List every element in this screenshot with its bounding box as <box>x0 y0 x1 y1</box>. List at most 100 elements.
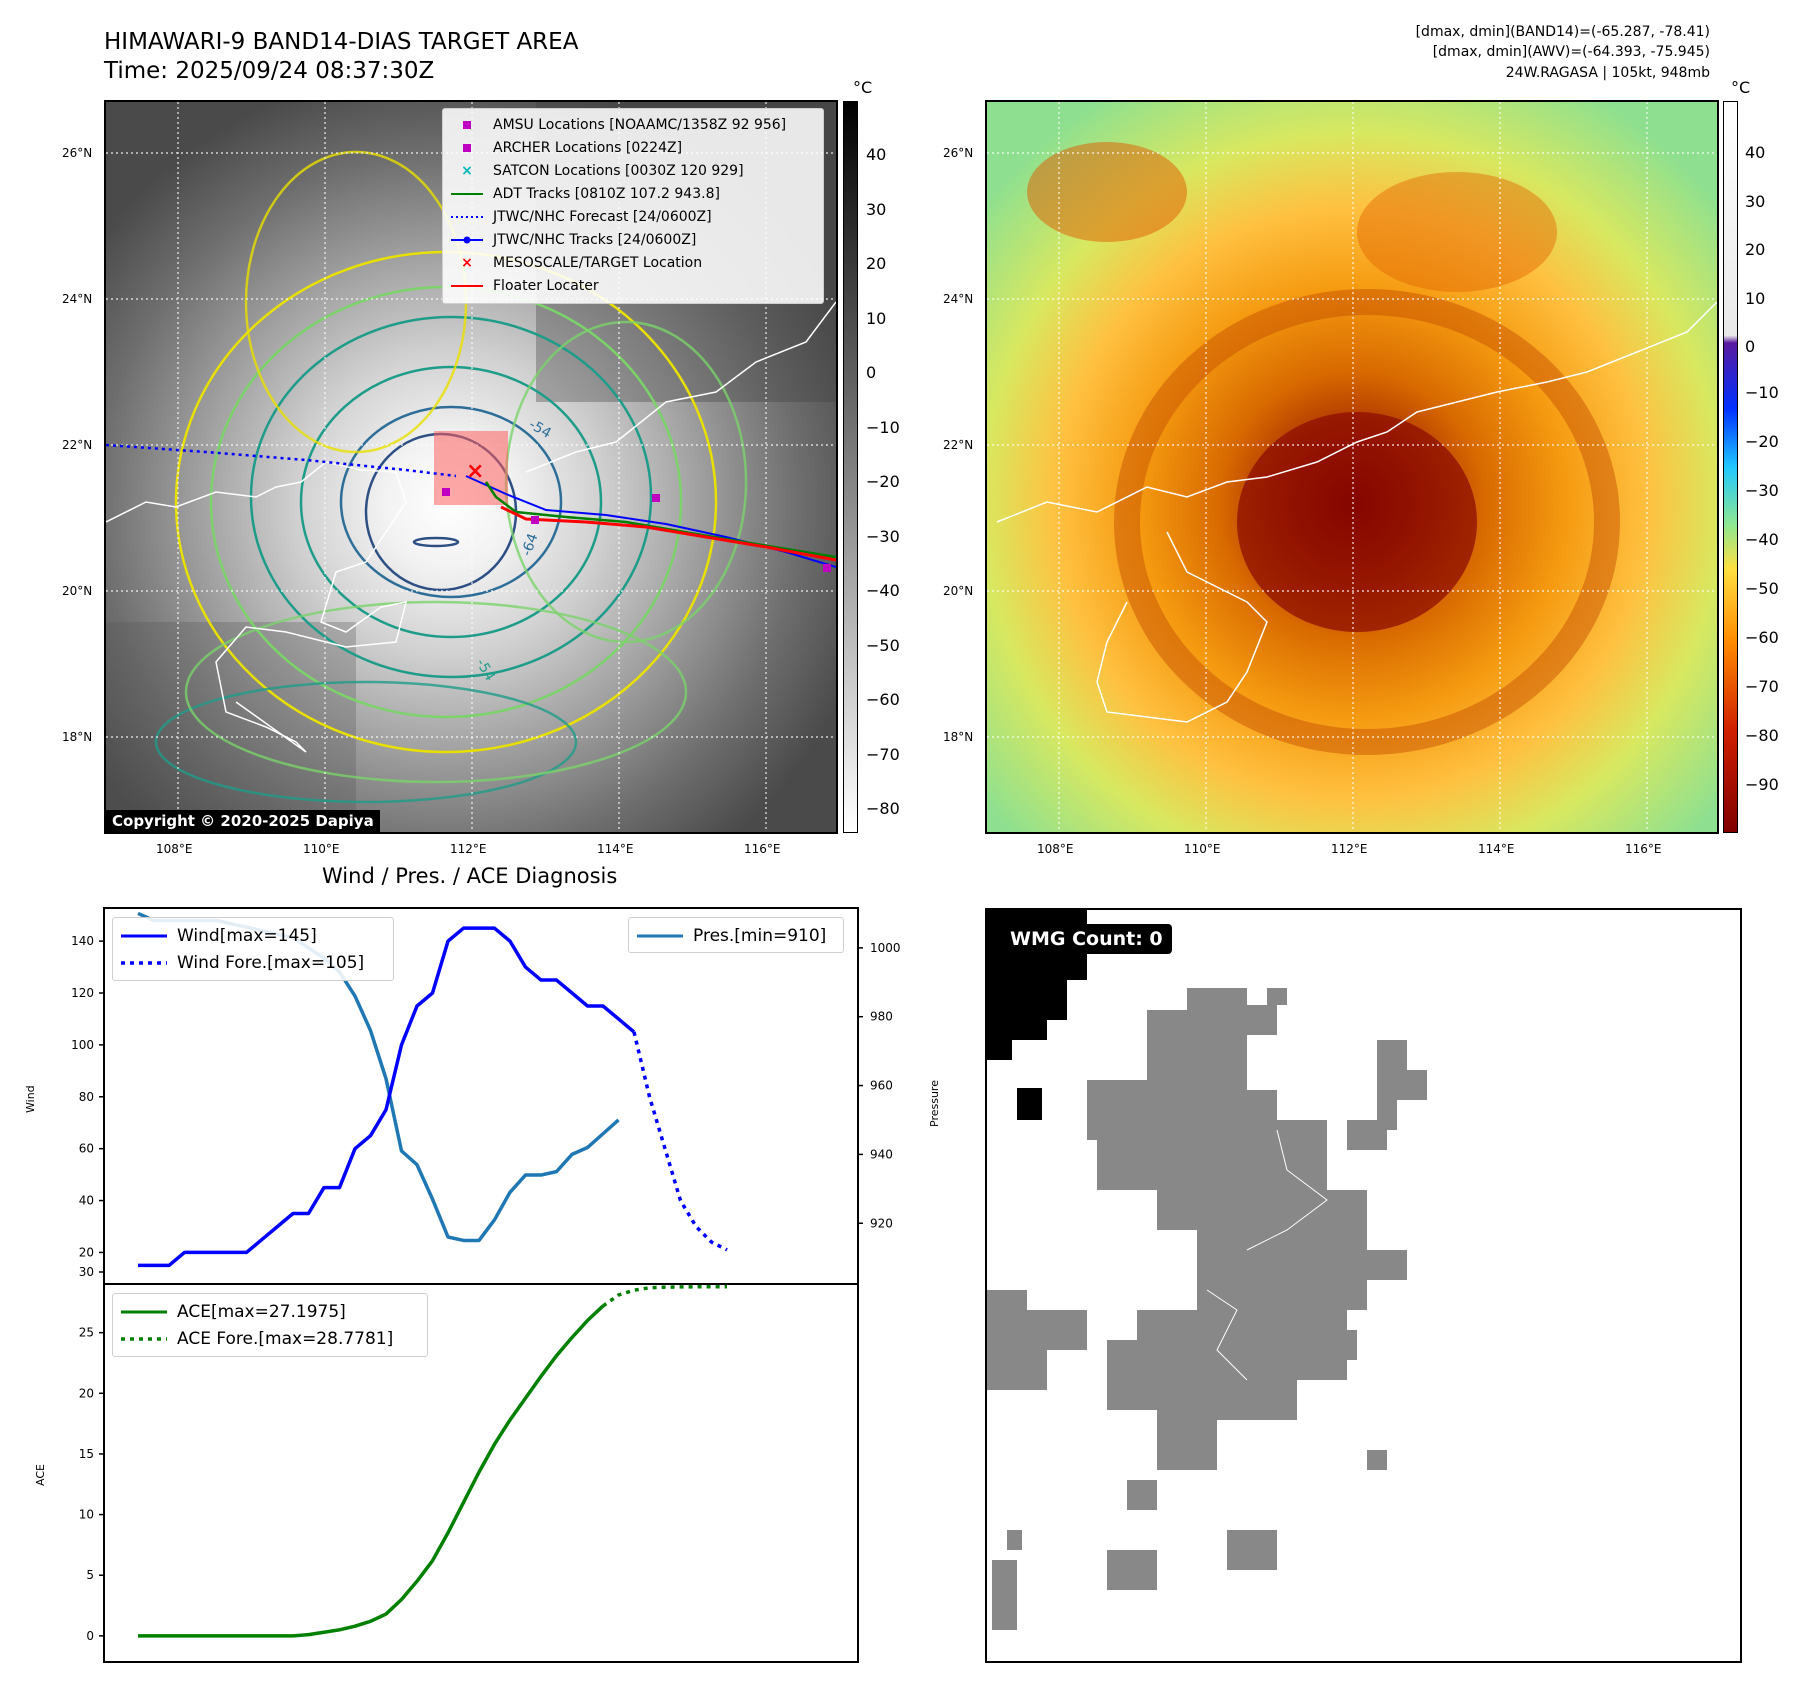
ir-colorbar-tick: 20 <box>866 254 887 273</box>
longitude-label: 112°E <box>1331 842 1368 856</box>
info-storm: 24W.RAGASA | 105kt, 948mb <box>1505 65 1710 81</box>
legend-label: Floater Locater <box>493 277 599 294</box>
wind-tick-label: 100 <box>71 1038 94 1052</box>
diagnosis-title: Wind / Pres. / ACE Diagnosis <box>322 864 618 888</box>
line-icon <box>637 934 683 937</box>
enh-colorbar-tick: −70 <box>1745 677 1779 696</box>
legend-label: AMSU Locations [NOAAMC/1358Z 92 956] <box>493 116 787 133</box>
ace-tick-label: 30 <box>79 1265 94 1279</box>
latitude-label: 24°N <box>943 292 974 306</box>
latitude-label: 18°N <box>943 730 974 744</box>
legend-item-archer: ARCHER Locations [0224Z] <box>451 136 815 159</box>
ir-colorbar-tick: −60 <box>866 690 900 709</box>
enh-colorbar-tick: −40 <box>1745 530 1779 549</box>
pressure-legend: Pres.[min=910] <box>628 917 844 953</box>
line-icon <box>121 1310 167 1313</box>
longitude-label: 116°E <box>1625 842 1662 856</box>
ace-axis-label: ACE <box>34 1464 47 1486</box>
legend-item-target: × MESOSCALE/TARGET Location <box>451 251 815 274</box>
ace-legend: ACE[max=27.1975] ACE Fore.[max=28.7781] <box>112 1293 428 1357</box>
wind-tick-label: 40 <box>79 1194 94 1208</box>
ace-forecast-series <box>601 1285 727 1308</box>
legend-label: ACE Fore.[max=28.7781] <box>177 1328 394 1349</box>
legend-label: Wind Fore.[max=105] <box>177 952 365 973</box>
wind-tick-label: 80 <box>79 1090 94 1104</box>
dotted-line-icon <box>451 215 483 218</box>
dotted-line-icon <box>121 960 167 965</box>
legend-label: JTWC/NHC Tracks [24/0600Z] <box>493 231 697 248</box>
latitude-label: 22°N <box>62 438 93 452</box>
legend-item-pressure: Pres.[min=910] <box>637 922 835 949</box>
ir-colorbar-tick: 0 <box>866 363 877 382</box>
x-marker-icon: × <box>461 254 473 271</box>
longitude-label: 116°E <box>744 842 781 856</box>
legend-label: SATCON Locations [0030Z 120 929] <box>493 162 744 179</box>
figure-time: Time: 2025/09/24 08:37:30Z <box>104 58 435 84</box>
latitude-label: 26°N <box>62 146 93 160</box>
longitude-label: 114°E <box>597 842 634 856</box>
legend-item-adt: ADT Tracks [0810Z 107.2 943.8] <box>451 182 815 205</box>
enh-colorbar-tick: 40 <box>1745 143 1766 162</box>
pressure-tick-label: 1000 <box>870 941 901 955</box>
wind-tick-label: 20 <box>79 1245 94 1259</box>
ace-tick-label: 0 <box>86 1629 94 1643</box>
legend-item-satcon: × SATCON Locations [0030Z 120 929] <box>451 159 815 182</box>
line-icon <box>121 934 167 937</box>
enh-colorbar-tick: −10 <box>1745 383 1779 402</box>
legend-item-jtwc: JTWC/NHC Tracks [24/0600Z] <box>451 228 815 251</box>
enh-colorbar-tick: −30 <box>1745 481 1779 500</box>
line-icon <box>451 284 483 287</box>
enh-map-image <box>987 102 1717 832</box>
legend-label: Wind[max=145] <box>177 925 317 946</box>
pressure-axis-label: Pressure <box>928 1080 941 1127</box>
latitude-label: 20°N <box>943 584 974 598</box>
pressure-tick-label: 920 <box>870 1216 893 1230</box>
ir-colorbar-tick: −70 <box>866 744 900 764</box>
wind-forecast-series <box>632 1031 728 1252</box>
legend-item-forecast: JTWC/NHC Forecast [24/0600Z] <box>451 205 815 228</box>
enh-colorbar-tick: −60 <box>1745 628 1779 647</box>
ace-tick-label: 25 <box>79 1326 94 1340</box>
wmg-count-badge: WMG Count: 0 <box>1001 924 1172 954</box>
square-marker-icon <box>463 120 471 129</box>
latitude-label: 24°N <box>62 292 93 306</box>
ace-tick-label: 15 <box>79 1447 94 1461</box>
wind-tick-label: 120 <box>71 986 94 1000</box>
enh-colorbar-tick: −20 <box>1745 432 1779 451</box>
line-icon <box>451 192 483 195</box>
contour-label: -64 <box>519 531 542 558</box>
copyright-badge: Copyright © 2020-2025 Dapiya <box>106 810 380 832</box>
legend-label: ACE[max=27.1975] <box>177 1301 346 1322</box>
legend-item-ace-forecast: ACE Fore.[max=28.7781] <box>121 1325 419 1352</box>
legend-item-wind-forecast: Wind Fore.[max=105] <box>121 949 385 976</box>
wind-axis-label: Wind <box>24 1085 37 1113</box>
info-awv: [dmax, dmin](AWV)=(-64.393, -75.945) <box>1432 44 1710 60</box>
longitude-label: 110°E <box>1184 842 1221 856</box>
wmg-panel: WMG Count: 0 <box>985 908 1742 1663</box>
longitude-label: 108°E <box>1037 842 1074 856</box>
legend-label: Pres.[min=910] <box>693 925 827 946</box>
legend-item-wind: Wind[max=145] <box>121 922 385 949</box>
legend-item-floater: Floater Locater <box>451 274 815 297</box>
figure-title: HIMAWARI-9 BAND14-DIAS TARGET AREA <box>104 29 579 55</box>
wind-legend: Wind[max=145] Wind Fore.[max=105] <box>112 917 394 981</box>
enh-colorbar <box>1723 101 1738 833</box>
ir-colorbar-tick: −10 <box>866 417 900 437</box>
legend-label: ADT Tracks [0810Z 107.2 943.8] <box>493 185 720 202</box>
ace-tick-label: 5 <box>86 1568 94 1582</box>
latitude-label: 20°N <box>62 584 93 598</box>
map-legend: AMSU Locations [NOAAMC/1358Z 92 956] ARC… <box>442 108 824 304</box>
longitude-label: 110°E <box>303 842 340 856</box>
forecast-track <box>106 443 457 478</box>
ir-colorbar-tick: −80 <box>866 799 900 818</box>
enh-colorbar-tick: −90 <box>1745 775 1779 794</box>
legend-label: MESOSCALE/TARGET Location <box>493 254 703 271</box>
square-marker-icon <box>463 143 471 152</box>
ace-series <box>138 1304 605 1638</box>
enh-colorbar-unit: °C <box>1731 78 1751 97</box>
x-marker-icon: × <box>461 162 473 179</box>
ir-colorbar-tick: −20 <box>866 472 900 491</box>
line-dot-icon <box>451 236 483 243</box>
enh-colorbar-tick: −50 <box>1745 579 1779 598</box>
legend-item-amsu: AMSU Locations [NOAAMC/1358Z 92 956] <box>451 113 815 136</box>
